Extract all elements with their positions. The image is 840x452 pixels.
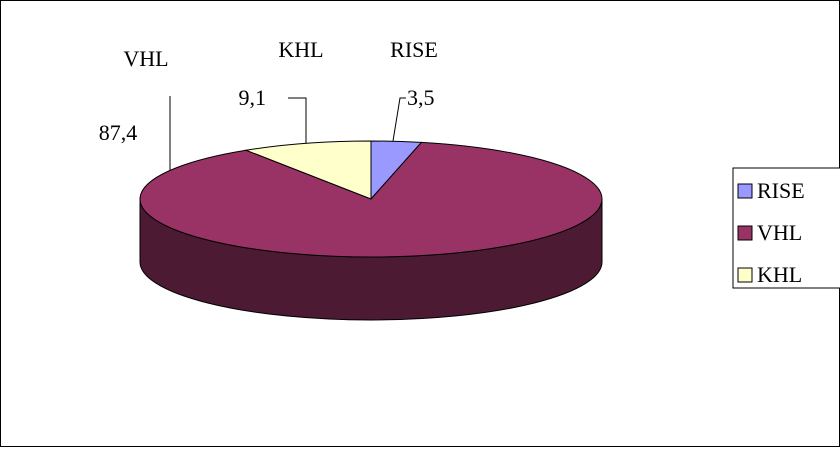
- legend-swatch-vhl: [737, 225, 753, 241]
- legend-swatch-khl: [737, 267, 753, 283]
- category-label-vhl: VHL: [123, 46, 168, 71]
- data-label-khl: 9,1: [239, 85, 267, 110]
- category-label-khl: KHL: [278, 37, 323, 62]
- leader-lines: [169, 96, 406, 170]
- rise-leader-line: [392, 97, 406, 142]
- pie-top-layer: [139, 140, 603, 258]
- category-label-rise: RISE: [390, 37, 438, 62]
- khl-leader-line: [288, 97, 307, 143]
- legend-label-rise: RISE: [757, 178, 805, 203]
- legend: RISE VHL KHL: [732, 167, 840, 289]
- pie-slice-khl: [244, 140, 372, 200]
- legend-label-khl: KHL: [757, 262, 802, 287]
- pie-slice-vhl: [139, 141, 603, 258]
- legend-swatch-rise: [737, 183, 753, 199]
- legend-label-vhl: VHL: [757, 220, 802, 245]
- data-label-rise: 3,5: [407, 85, 435, 110]
- data-label-vhl: 87,4: [99, 120, 138, 145]
